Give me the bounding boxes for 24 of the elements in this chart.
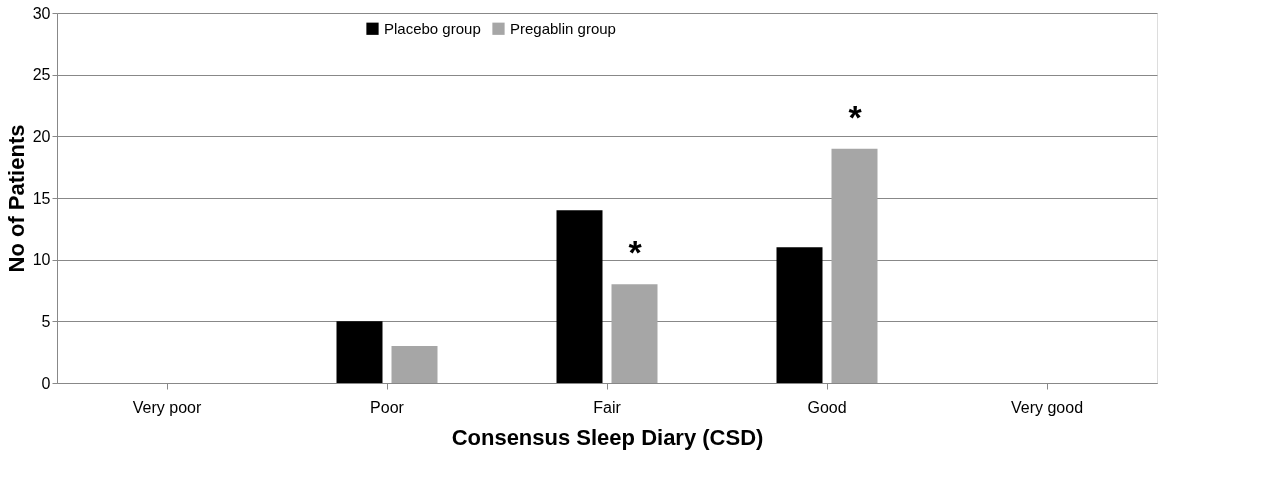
x-tick-label: Very poor [132, 398, 202, 416]
x-tick-label: Good [807, 398, 847, 416]
y-tick-label: 5 [41, 312, 51, 330]
bar [556, 210, 603, 383]
bar [336, 321, 383, 383]
y-tick-label: 20 [32, 127, 51, 145]
y-tick-label: 10 [32, 251, 51, 269]
bar [776, 247, 823, 383]
x-tick-label: Poor [370, 398, 405, 416]
annotation: * [848, 97, 863, 136]
y-axis-title: No of Patients [3, 124, 29, 273]
y-tick-label: 25 [32, 66, 51, 84]
legend-label: Placebo group [384, 19, 481, 37]
x-axis-title: Consensus Sleep Diary (CSD) [451, 424, 764, 450]
bar [831, 148, 878, 383]
y-tick-label: 0 [41, 374, 51, 392]
bar [611, 284, 658, 383]
x-tick-label: Very good [1010, 398, 1084, 416]
y-tick-label: 30 [32, 4, 51, 22]
legend-label: Pregablin group [510, 19, 616, 37]
y-tick-label: 15 [32, 189, 51, 207]
annotation: * [628, 233, 643, 272]
bar [391, 346, 438, 383]
x-tick-label: Fair [593, 398, 622, 416]
